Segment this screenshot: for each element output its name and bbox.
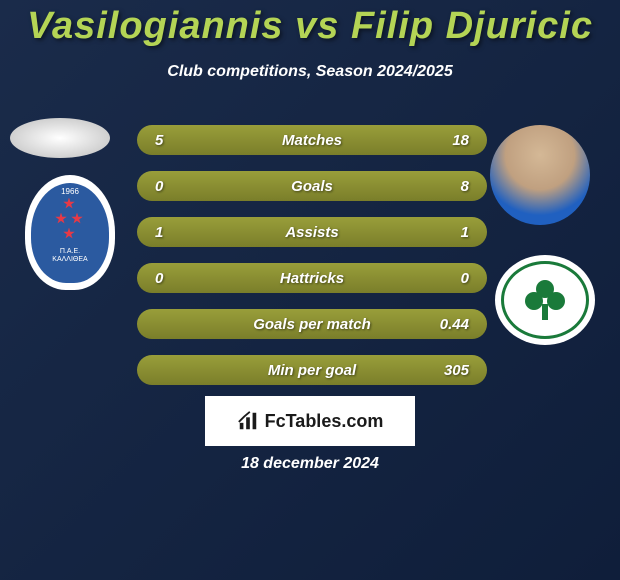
stat-value-left: 0 bbox=[155, 178, 195, 195]
branding-badge[interactable]: FcTables.com bbox=[205, 396, 415, 446]
stats-container: 5 Matches 18 0 Goals 8 1 Assists 1 0 Hat… bbox=[137, 125, 487, 401]
subtitle: Club competitions, Season 2024/2025 bbox=[0, 63, 620, 81]
stat-value-left: 1 bbox=[155, 224, 195, 241]
stat-value-right: 8 bbox=[429, 178, 469, 195]
player-left-avatar bbox=[10, 118, 110, 158]
stat-label: Goals bbox=[291, 178, 333, 195]
stat-row: 5 Matches 18 bbox=[137, 125, 487, 155]
comparison-title: Vasilogiannis vs Filip Djuricic bbox=[0, 5, 620, 48]
stat-value-right: 305 bbox=[429, 362, 469, 379]
team-left-name: Π.Α.Ε. ΚΑΛΛΙΘΕΑ bbox=[52, 248, 87, 265]
stat-value-right: 1 bbox=[429, 224, 469, 241]
stat-value-left: 0 bbox=[155, 270, 195, 287]
branding-text: FcTables.com bbox=[265, 411, 384, 432]
team-left-logo: Π.Α.Ε. ΚΑΛΛΙΘΕΑ 1966 bbox=[25, 175, 115, 290]
stat-row: 0 Goals 8 bbox=[137, 171, 487, 201]
team-right-logo bbox=[495, 255, 595, 345]
stat-value-left: 5 bbox=[155, 132, 195, 149]
stat-value-right: 0 bbox=[429, 270, 469, 287]
stat-row: Min per goal 305 bbox=[137, 355, 487, 385]
stat-label: Goals per match bbox=[253, 316, 371, 333]
stat-row: 1 Assists 1 bbox=[137, 217, 487, 247]
stat-value-right: 0.44 bbox=[429, 316, 469, 333]
stat-value-right: 18 bbox=[429, 132, 469, 149]
shamrock-icon bbox=[525, 280, 565, 320]
chart-icon bbox=[237, 410, 259, 432]
stat-label: Min per goal bbox=[268, 362, 356, 379]
stat-label: Hattricks bbox=[280, 270, 344, 287]
stat-label: Matches bbox=[282, 132, 342, 149]
stat-label: Assists bbox=[285, 224, 338, 241]
stat-row: Goals per match 0.44 bbox=[137, 309, 487, 339]
stat-row: 0 Hattricks 0 bbox=[137, 263, 487, 293]
team-left-year: 1966 bbox=[61, 187, 79, 196]
date-label: 18 december 2024 bbox=[241, 455, 379, 473]
player-right-avatar bbox=[490, 125, 590, 225]
